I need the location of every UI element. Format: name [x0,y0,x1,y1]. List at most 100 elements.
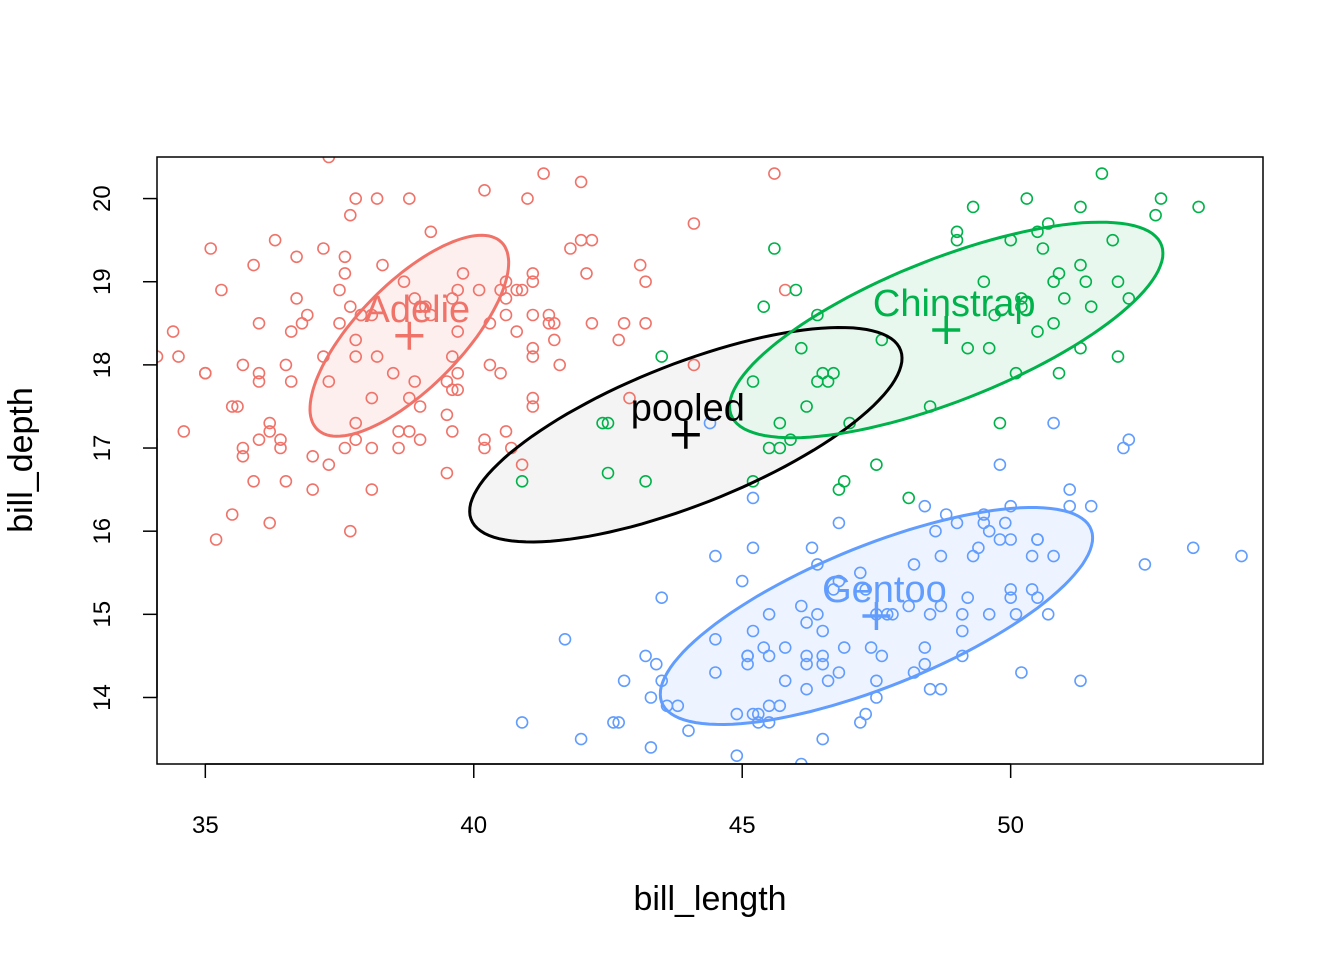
adelie-point [290,292,303,305]
adelie-point [231,400,244,413]
y-axis: 14 15 16 17 18 19 20 [89,185,158,711]
adelie-point [199,366,212,380]
adelie-point [603,135,614,146]
adelie-point [639,275,652,289]
adelie-point [592,93,603,104]
adelie-point [499,425,513,438]
adelie-point [284,325,298,338]
adelie-point [478,433,491,447]
adelie-point [451,283,465,297]
adelie-point [349,333,363,347]
adelie-point [574,233,588,247]
chinstrap-point [789,283,803,297]
adelie-point [425,102,436,113]
gentoo-point [853,566,867,580]
gentoo-point [907,558,921,571]
chinstrap-point [950,225,964,239]
adelie-point [338,267,352,280]
adelie-point [263,425,277,438]
gentoo-point [972,541,985,555]
adelie-point [392,441,405,455]
pooled-centroid-marker [671,420,700,449]
chinstrap-point [757,300,771,314]
chinstrap-point [977,275,991,289]
adelie-point [585,316,599,330]
chinstrap-point [1317,210,1328,221]
chinstrap-point [988,308,1001,322]
adelie-point [478,441,491,455]
chinstrap-point [800,400,813,413]
y-tick-label: 15 [89,601,116,628]
adelie-point [639,316,652,330]
chinstrap-point [1111,350,1125,363]
adelie-point [440,408,454,422]
gentoo-point [1138,558,1152,571]
gentoo-point [977,508,991,521]
gentoo-point [837,641,851,654]
gentoo-point [639,649,652,663]
adelie-point [247,474,260,488]
adelie-point [300,308,314,322]
gentoo-point [816,624,830,638]
chinstrap-point [950,233,964,247]
adelie-point [574,175,588,189]
x-tick-label: 45 [729,812,756,839]
adelie-point [402,192,416,205]
adelie-point [392,425,405,438]
adelie-point [413,400,427,413]
adelie-point [553,358,567,372]
gentoo-point [730,749,744,763]
gentoo-point [730,707,744,721]
chinstrap-point [1079,275,1093,289]
adelie-point [623,391,636,405]
chinstrap-point [1015,300,1028,314]
chinstrap-point [1031,225,1044,239]
chinstrap-point [1031,325,1044,338]
gentoo-point [671,699,685,713]
chinstrap-point [1036,242,1050,255]
adelie-point [349,433,363,447]
adelie-point [338,441,352,455]
gentoo-point [624,767,635,778]
adelie-point [370,192,384,205]
adelie-point [365,483,379,496]
adelie-point [317,242,330,255]
gentoo-point [644,691,658,704]
gentoo-point [1025,549,1039,563]
adelie-point [612,333,626,347]
gentoo-point [612,716,626,729]
gentoo-point [816,732,830,746]
gentoo-point [644,741,658,754]
chinstrap-point [811,375,824,388]
adelie-point [526,341,540,355]
y-tick-label: 18 [89,352,116,379]
gentoo-point [1322,443,1333,454]
chinstrap-point [773,416,787,430]
x-tick-label: 35 [192,812,219,839]
gentoo-point [1084,499,1098,513]
adelie-point [515,458,529,472]
adelie-point [445,350,459,363]
y-tick-label: 17 [89,435,116,462]
gentoo-point [741,657,754,671]
adelie-point [306,449,320,463]
adelie-point [166,325,180,338]
chinstrap-point [1154,192,1168,205]
adelie-point [204,242,217,255]
gentoo-point [1279,526,1290,537]
adelie-point [790,68,801,79]
chinstrap-point [773,441,787,455]
chinstrap-point [746,375,760,388]
chinstrap-point [596,416,609,430]
adelie-point [397,275,411,289]
adelie-point [585,233,599,247]
adelie-point [393,93,404,104]
adelie-point [386,366,400,380]
adelie-point [451,325,465,338]
chinstrap-point [1106,233,1119,247]
gentoo-point [746,624,760,638]
adelie-point [295,316,309,330]
adelie-point [252,366,266,380]
gentoo-point [816,657,830,671]
gentoo-point [923,607,937,621]
